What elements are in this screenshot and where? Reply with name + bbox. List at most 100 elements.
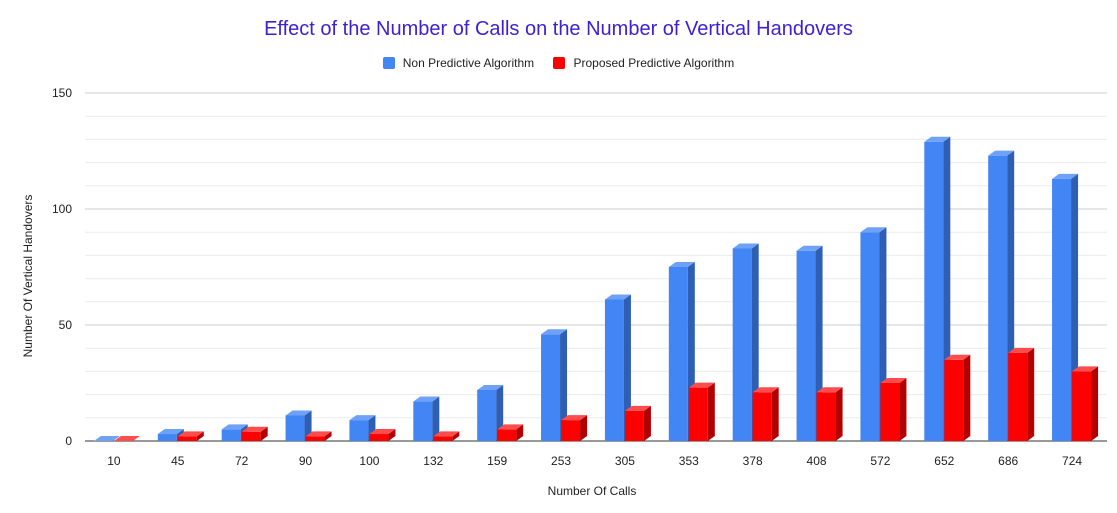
x-tick-label: 253 [551,454,571,468]
y-tick-label: 50 [59,318,73,332]
bar-top [752,387,779,393]
bar-side [560,329,568,441]
bar-front [796,250,816,441]
bar-non-predictive-253 [541,329,568,441]
bar-predictive-353 [688,382,715,441]
bar-non-predictive-90 [285,410,312,441]
bar-front [541,334,561,441]
bar-top [413,396,440,402]
bar-front [497,429,517,441]
bar-side [516,424,524,441]
bar-top [433,431,460,437]
bar-front [285,415,305,441]
bar-predictive-72 [241,426,268,441]
bar-predictive-686 [1008,347,1035,441]
y-tick-labels: 0 50 100 150 [52,86,72,448]
x-tick-label: 45 [171,454,185,468]
y-tick-label: 150 [52,86,72,100]
bar-front [157,434,177,441]
bar-front [221,429,241,441]
bar-predictive-10 [113,436,140,441]
y-tick-label: 0 [65,434,72,448]
bar-front [477,389,497,441]
bar-top [816,387,843,393]
bar-non-predictive-132 [413,396,440,441]
bar-top [561,415,588,421]
x-tick-label: 159 [487,454,507,468]
bar-side [623,294,631,441]
bar-top [477,384,504,390]
bar-top [177,431,204,437]
bar-front [860,232,880,441]
bar-front [668,267,688,441]
bar-top [305,431,332,437]
x-tick-label: 353 [679,454,699,468]
bar-front [349,420,369,441]
x-tick-label: 724 [1062,454,1082,468]
bar-front [561,420,581,441]
legend-label-predictive: Proposed Predictive Algorithm [573,56,735,70]
bar-side [771,387,779,441]
bar-predictive-652 [944,354,971,441]
bar-top [497,424,524,430]
bar-front [1008,352,1028,441]
bar-top [668,262,695,267]
x-tick-label: 100 [359,454,379,468]
bar-front [1052,178,1072,441]
bar-front [624,410,644,441]
bar-front [1072,371,1092,441]
bar-non-predictive-159 [477,384,504,441]
bar-top [944,354,971,360]
x-tick-label: 572 [870,454,890,468]
bar-top [349,415,376,421]
bar-predictive-253 [561,415,588,441]
bar-front [413,401,433,441]
bar-top [241,426,268,432]
legend: Non Predictive Algorithm Proposed Predic… [0,56,1117,72]
x-tick-label: 72 [235,454,249,468]
x-tick-label: 90 [299,454,313,468]
x-tick-label: 10 [107,454,121,468]
bar-front [732,248,752,441]
bar-side [707,382,715,441]
chart-title: Effect of the Number of Calls on the Num… [264,18,853,40]
bar-predictive-378 [752,387,779,441]
bar-non-predictive-378 [732,243,759,441]
bar-predictive-408 [816,387,843,441]
bar-top [285,410,312,416]
bar-side [388,429,396,441]
bar-side [1027,347,1035,441]
bar-front [369,434,389,441]
bar-predictive-132 [433,431,460,441]
bar-side [835,387,843,441]
bar-front [241,431,261,441]
bar-side [643,405,651,441]
bar-top [1072,366,1099,372]
bar-top [604,294,631,300]
bar-top [1052,173,1079,179]
legend-swatch-predictive [553,57,566,69]
bar-front [604,299,624,441]
bars [93,136,1099,441]
bar-top [880,378,907,383]
legend-label-non-predictive: Non Predictive Algorithm [402,56,535,70]
x-tick-label: 132 [423,454,443,468]
bar-side [452,431,460,441]
legend-item-non-predictive: Non Predictive Algorithm [382,56,535,70]
x-tick-labels: 10 45 72 90 100 132 159 253 305 353 378 408 572 652 68… [107,454,1082,468]
bar-side [324,431,332,441]
bar-non-predictive-10 [93,436,120,441]
bar-top [624,405,651,411]
bar-predictive-90 [305,431,332,441]
x-tick-label: 408 [807,454,827,468]
bar-side [963,354,971,441]
bar-top [796,245,823,251]
bar-predictive-305 [624,405,651,441]
y-tick-label: 100 [52,202,72,216]
bar-front [924,141,944,441]
bar-top [688,382,715,388]
x-tick-label: 378 [743,454,763,468]
x-tick-label: 686 [998,454,1018,468]
bar-top [93,436,120,441]
bar-top [541,329,568,335]
